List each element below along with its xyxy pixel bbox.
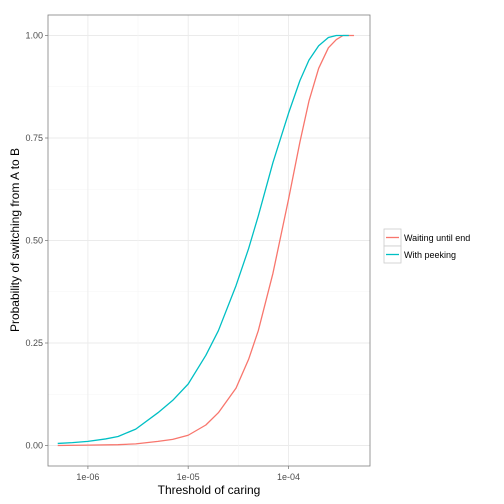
series-line-waiting-until-end [57,34,354,447]
x-axis-title: Threshold of caring [158,483,261,497]
series-lines [57,34,354,447]
y-axis-ticks: 0.00 0.25 0.50 0.75 1.00 [25,31,48,451]
y-tick-label: 1.00 [25,31,43,41]
legend-label: Waiting until end [404,233,470,243]
legend-item: With peeking [383,245,456,264]
legend: Waiting until end With peeking [383,228,470,264]
x-tick-label: 1e-04 [277,472,300,482]
legend-label: With peeking [404,250,456,260]
y-tick-label: 0.25 [25,338,43,348]
x-tick-label: 1e-05 [177,472,200,482]
grid [48,15,370,466]
series-line-with-peeking [57,34,349,445]
y-tick-label: 0.75 [25,133,43,143]
legend-item: Waiting until end [383,228,470,247]
y-tick-label: 0.00 [25,441,43,451]
x-tick-label: 1e-06 [76,472,99,482]
y-tick-label: 0.50 [25,236,43,246]
y-axis-title: Probability of switching from A to B [8,148,22,332]
x-axis-ticks: 1e-06 1e-05 1e-04 [76,466,300,482]
